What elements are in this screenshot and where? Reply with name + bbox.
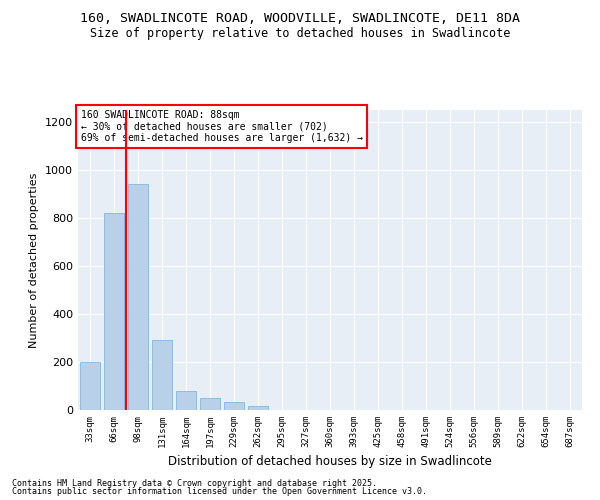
X-axis label: Distribution of detached houses by size in Swadlincote: Distribution of detached houses by size … [168,456,492,468]
Bar [200,398,220,410]
Text: 160 SWADLINCOTE ROAD: 88sqm
← 30% of detached houses are smaller (702)
69% of se: 160 SWADLINCOTE ROAD: 88sqm ← 30% of det… [80,110,362,143]
Text: 160, SWADLINCOTE ROAD, WOODVILLE, SWADLINCOTE, DE11 8DA: 160, SWADLINCOTE ROAD, WOODVILLE, SWADLI… [80,12,520,26]
Text: Size of property relative to detached houses in Swadlincote: Size of property relative to detached ho… [90,28,510,40]
Bar [104,213,124,410]
Bar [128,184,148,410]
Bar [224,402,244,410]
Bar [152,340,172,410]
Text: Contains public sector information licensed under the Open Government Licence v3: Contains public sector information licen… [12,487,427,496]
Bar [248,406,268,410]
Bar [176,391,196,410]
Text: Contains HM Land Registry data © Crown copyright and database right 2025.: Contains HM Land Registry data © Crown c… [12,478,377,488]
Y-axis label: Number of detached properties: Number of detached properties [29,172,40,348]
Bar [80,362,100,410]
